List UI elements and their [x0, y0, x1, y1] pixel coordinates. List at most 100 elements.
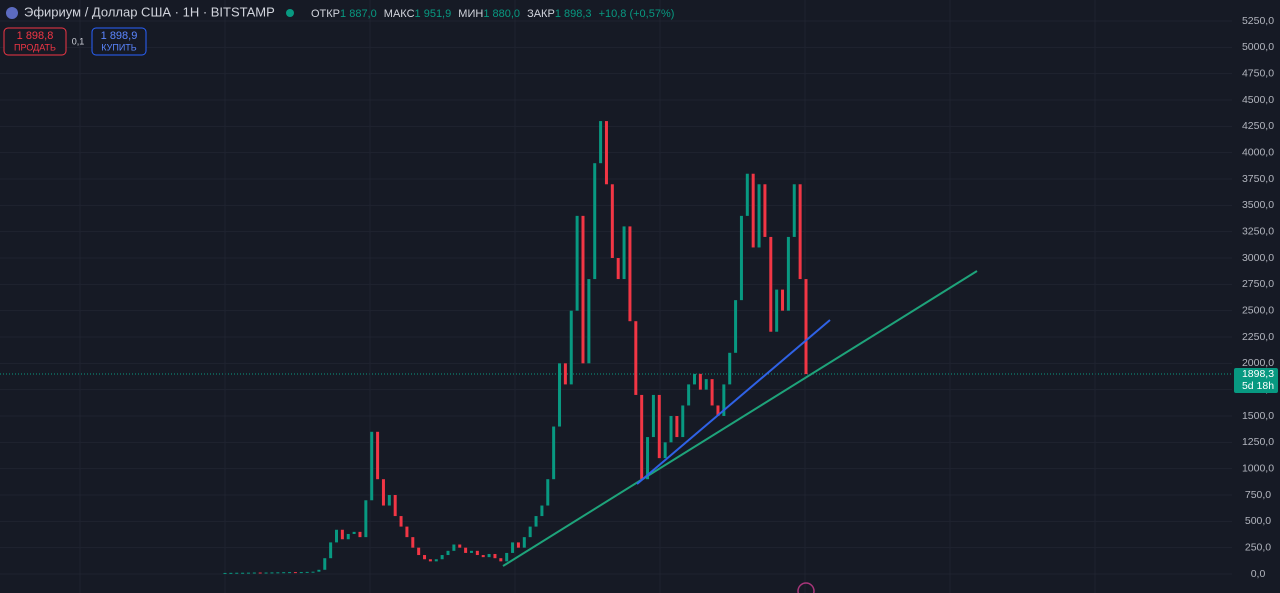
candle: [452, 544, 456, 551]
candle: [704, 379, 708, 390]
candle: [358, 531, 362, 538]
low-value: 1 880,0: [483, 8, 520, 20]
y-tick-label: 1500,0: [1242, 410, 1274, 422]
candle: [381, 479, 385, 506]
candle: [593, 163, 597, 280]
candle: [387, 495, 391, 506]
axis-background: [1232, 0, 1280, 593]
y-tick-label: 3250,0: [1242, 225, 1274, 237]
candle: [458, 544, 462, 548]
candle: [751, 173, 755, 248]
candle: [528, 526, 532, 538]
candle: [440, 555, 444, 560]
event-icon[interactable]: [797, 582, 815, 593]
vertical-grid: [79, 0, 1096, 593]
candle: [335, 529, 339, 543]
candle: [546, 479, 550, 506]
buy-label: КУПИТЬ: [101, 42, 136, 52]
candle: [710, 379, 714, 406]
sell-button[interactable]: [3, 27, 67, 56]
candle: [769, 236, 773, 332]
candle: [681, 405, 685, 438]
low-label: МИН: [458, 8, 483, 20]
candle: [675, 416, 679, 438]
y-tick-label: 2750,0: [1242, 278, 1274, 290]
candle: [282, 572, 286, 574]
candle: [481, 555, 485, 558]
buy-button[interactable]: [91, 27, 147, 56]
candle: [663, 442, 667, 459]
candle: [376, 431, 380, 480]
candle: [722, 384, 726, 416]
candle: [423, 555, 427, 560]
y-tick-label: 1250,0: [1242, 436, 1274, 448]
last-price-label: 1898,3: [1242, 368, 1274, 380]
candle: [417, 547, 421, 556]
candle: [534, 516, 538, 527]
candle: [646, 437, 650, 480]
candle: [499, 558, 503, 562]
candle: [575, 215, 579, 311]
candle: [323, 558, 327, 570]
y-tick-label: 2250,0: [1242, 331, 1274, 343]
candle: [364, 500, 368, 538]
close-label: ЗАКР: [527, 8, 555, 20]
candle: [305, 571, 309, 573]
candle: [739, 215, 743, 301]
candle: [781, 289, 785, 311]
candle: [786, 236, 790, 311]
trendline-blue[interactable]: [636, 319, 831, 485]
candle: [552, 426, 556, 480]
candle: [569, 310, 573, 385]
y-tick-label: 2500,0: [1242, 304, 1274, 316]
candle: [329, 542, 333, 559]
symbol-title[interactable]: Эфириум / Доллар США · 1Н · BITSTAMP: [24, 4, 275, 19]
y-tick-label: 4750,0: [1242, 67, 1274, 79]
candle: [493, 553, 497, 559]
candle: [616, 258, 620, 280]
candle: [288, 572, 292, 574]
candle: [628, 226, 632, 322]
open-value: 1 887,0: [340, 8, 377, 20]
symbol-logo: [6, 7, 18, 19]
buy-price: 1 898,9: [101, 30, 138, 42]
y-tick-label: 2000,0: [1242, 357, 1274, 369]
y-tick-label: 3500,0: [1242, 199, 1274, 211]
candle: [599, 121, 603, 164]
candle: [223, 572, 227, 574]
candle: [346, 533, 350, 540]
candle: [734, 300, 738, 353]
y-tick-label: 500,0: [1245, 515, 1271, 527]
candle: [511, 542, 515, 553]
candle: [258, 572, 262, 574]
ohlc-legend: ОТКР1 887,0 МАКС1 951,9 МИН1 880,0 ЗАКР1…: [311, 8, 674, 20]
high-label: МАКС: [384, 8, 415, 20]
candle: [340, 529, 344, 540]
candle: [411, 537, 415, 548]
y-tick-label: 4000,0: [1242, 146, 1274, 158]
candle: [716, 405, 720, 416]
candle: [516, 542, 520, 548]
candle: [804, 279, 808, 375]
y-tick-label: 250,0: [1245, 541, 1271, 553]
high-value: 1 951,9: [415, 8, 452, 20]
candle: [763, 184, 767, 237]
candle: [792, 184, 796, 237]
candle: [581, 215, 585, 364]
trendline-green[interactable]: [502, 270, 978, 567]
candle: [235, 572, 239, 574]
y-tick-label: 3000,0: [1242, 252, 1274, 264]
candle: [558, 363, 562, 427]
candle: [798, 184, 802, 280]
candle: [640, 394, 644, 480]
candle: [657, 394, 661, 459]
candle: [669, 416, 673, 443]
candle: [370, 431, 374, 501]
candle: [293, 572, 297, 574]
y-tick-label: 4500,0: [1242, 94, 1274, 106]
last-price-tag: [1234, 368, 1278, 394]
candle: [522, 537, 526, 548]
y-tick-label: 4250,0: [1242, 120, 1274, 132]
grid: [0, 20, 1232, 575]
